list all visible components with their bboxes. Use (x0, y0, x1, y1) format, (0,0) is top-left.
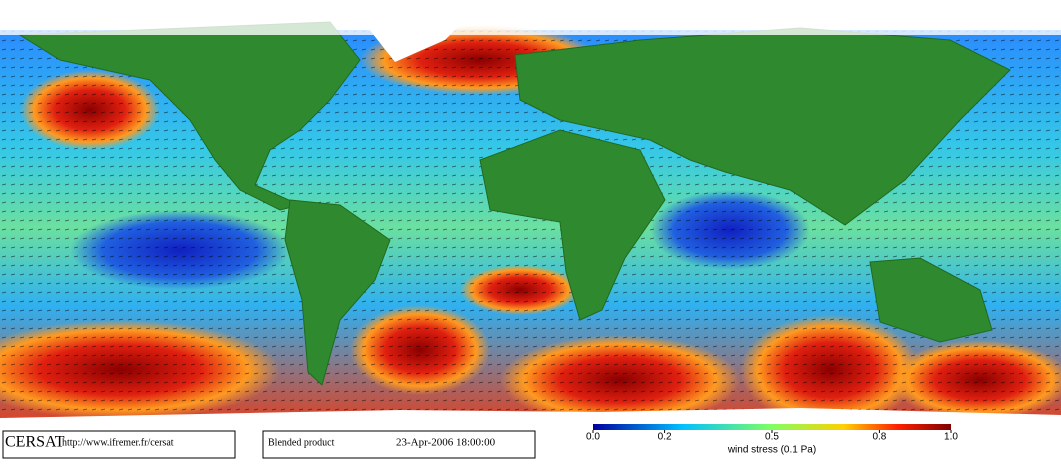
south-america (284, 199, 391, 386)
africa (479, 129, 666, 321)
url: http://www.ifremer.fr/cersat (62, 437, 174, 448)
product: Blended product (268, 437, 335, 448)
logo-box (2, 430, 236, 459)
map-layer (0, 5, 1061, 425)
date: 23-Apr-2006 18:00:00 (396, 437, 496, 449)
colorbar-tick-label: 0.5 (765, 432, 779, 443)
info-box (262, 430, 536, 459)
colorbar-tick-label: 1.0 (944, 432, 958, 443)
australia (869, 257, 993, 343)
arctic-ice (0, 20, 1061, 35)
colorbar-tick-label: 0.8 (872, 432, 886, 443)
antarctic-ice (0, 408, 1061, 425)
colorbar-tick-label: 0.0 (586, 432, 600, 443)
colorbar-label: wind stress (0.1 Pa) (727, 445, 816, 456)
colorbar (593, 424, 951, 430)
colorbar-tick-label: 0.2 (658, 432, 672, 443)
logo: CERSAT (5, 434, 65, 451)
